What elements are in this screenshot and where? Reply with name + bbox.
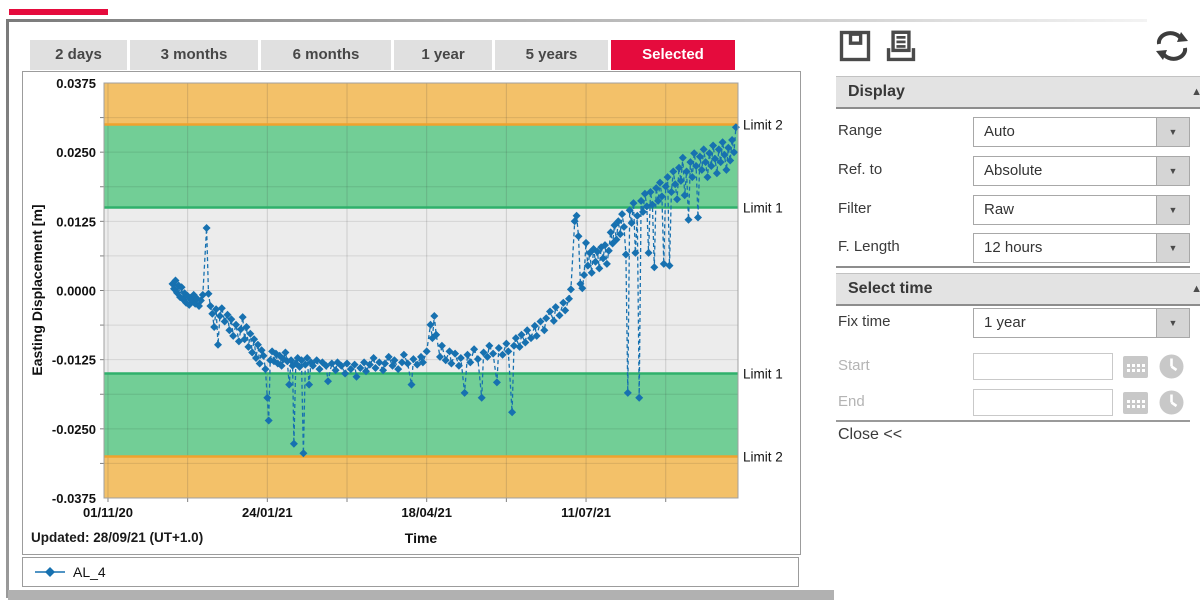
filter-select[interactable]: Raw ▼ <box>973 195 1190 225</box>
chevron-down-icon[interactable]: ▼ <box>1156 234 1189 262</box>
filter-length-row: F. Length 12 hours ▼ <box>836 233 1190 263</box>
svg-text:-0.0375: -0.0375 <box>52 491 96 506</box>
svg-text:Limit 1: Limit 1 <box>743 201 783 216</box>
select-time-section-title: Select time <box>848 280 933 297</box>
refresh-icon <box>1156 31 1188 61</box>
collapse-up-icon: ▲ <box>1191 86 1200 98</box>
ref-to-label: Ref. to <box>838 161 883 178</box>
print-button[interactable] <box>884 30 918 69</box>
start-label: Start <box>838 357 870 374</box>
clock-icon[interactable] <box>1158 389 1185 421</box>
ref-to-select[interactable]: Absolute ▼ <box>973 156 1190 186</box>
svg-text:11/07/21: 11/07/21 <box>561 505 611 520</box>
x-axis-title: Time <box>404 530 438 546</box>
chart-container: Limit 2 Limit 1 Limit 1 Limit 2 0.0375 0.0250… <box>22 71 801 555</box>
fix-time-select[interactable]: 1 year ▼ <box>973 308 1190 338</box>
panel-frame-top <box>6 19 1147 22</box>
svg-text:0.0250: 0.0250 <box>56 145 96 160</box>
chevron-down-icon[interactable]: ▼ <box>1156 157 1189 185</box>
legend-series-name: AL_4 <box>73 564 106 580</box>
bottom-divider-bar <box>8 590 834 600</box>
save-button[interactable] <box>838 28 872 69</box>
tab-6-months[interactable]: 6 months <box>261 40 391 70</box>
y-axis-title: Easting Displacement [m] <box>29 204 45 376</box>
ref-to-row: Ref. to Absolute ▼ <box>836 156 1190 186</box>
range-select-value: Auto <box>984 123 1015 140</box>
section-divider <box>836 266 1190 268</box>
end-label: End <box>838 393 865 410</box>
tab-selected[interactable]: Selected <box>611 40 735 70</box>
svg-text:24/01/21: 24/01/21 <box>242 505 293 520</box>
svg-text:Limit 2: Limit 2 <box>743 118 783 133</box>
close-panel-link[interactable]: Close << <box>838 426 903 443</box>
start-input[interactable] <box>973 353 1113 380</box>
legend-marker-icon <box>35 567 65 577</box>
filter-length-label: F. Length <box>838 238 900 255</box>
legend-item[interactable]: AL_4 <box>35 564 106 580</box>
fix-time-row: Fix time 1 year ▼ <box>836 308 1190 338</box>
range-select[interactable]: Auto ▼ <box>973 117 1190 147</box>
tab-2-days[interactable]: 2 days <box>30 40 127 70</box>
start-time-row: Start <box>836 352 1190 382</box>
fix-time-select-value: 1 year <box>984 314 1026 331</box>
chevron-down-icon[interactable]: ▼ <box>1156 196 1189 224</box>
filter-length-select-value: 12 hours <box>984 239 1043 256</box>
settings-panel: Display ▲ Range Auto ▼ Ref. to Absolute … <box>836 0 1200 600</box>
svg-text:0.0375: 0.0375 <box>56 76 96 91</box>
svg-text:18/04/21: 18/04/21 <box>401 505 452 520</box>
calendar-icon[interactable] <box>1122 389 1149 421</box>
display-section-header[interactable]: Display ▲ <box>836 76 1200 109</box>
svg-text:Limit 2: Limit 2 <box>743 450 783 465</box>
save-icon <box>839 30 871 62</box>
svg-text:-0.0250: -0.0250 <box>52 422 96 437</box>
tab-3-months[interactable]: 3 months <box>130 40 258 70</box>
legend-box: AL_4 <box>22 557 799 587</box>
accent-bar <box>9 9 108 15</box>
range-row: Range Auto ▼ <box>836 117 1190 147</box>
filter-select-value: Raw <box>984 201 1015 218</box>
fix-time-label: Fix time <box>838 313 891 330</box>
svg-text:-0.0125: -0.0125 <box>52 353 96 368</box>
calendar-icon[interactable] <box>1122 353 1149 385</box>
filter-label: Filter <box>838 200 872 217</box>
print-icon <box>886 30 916 62</box>
display-section-title: Display <box>848 83 905 100</box>
time-range-tabs: 2 days 3 months 6 months 1 year 5 years … <box>30 40 735 70</box>
panel-frame-left <box>6 19 9 598</box>
filter-length-select[interactable]: 12 hours ▼ <box>973 233 1190 263</box>
tab-1-year[interactable]: 1 year <box>394 40 492 70</box>
end-time-row: End <box>836 388 1190 418</box>
svg-text:0.0000: 0.0000 <box>56 284 96 299</box>
svg-text:01/11/20: 01/11/20 <box>83 505 133 520</box>
filter-row: Filter Raw ▼ <box>836 195 1190 225</box>
svg-text:0.0125: 0.0125 <box>56 214 96 229</box>
collapse-up-icon: ▲ <box>1191 283 1200 295</box>
tab-5-years[interactable]: 5 years <box>495 40 608 70</box>
updated-note: Updated: 28/09/21 (UT+1.0) <box>31 530 204 545</box>
section-divider <box>836 420 1190 422</box>
svg-text:Limit 1: Limit 1 <box>743 367 783 382</box>
clock-icon[interactable] <box>1158 353 1185 385</box>
chevron-down-icon[interactable]: ▼ <box>1156 118 1189 146</box>
end-input[interactable] <box>973 389 1113 416</box>
range-label: Range <box>838 122 883 139</box>
chevron-down-icon[interactable]: ▼ <box>1156 309 1189 337</box>
select-time-section-header[interactable]: Select time ▲ <box>836 273 1200 306</box>
ref-to-select-value: Absolute <box>984 162 1043 179</box>
refresh-button[interactable] <box>1154 28 1190 69</box>
plot-svg[interactable]: Limit 2 Limit 1 Limit 1 Limit 2 0.0375 0.0250… <box>23 72 800 554</box>
